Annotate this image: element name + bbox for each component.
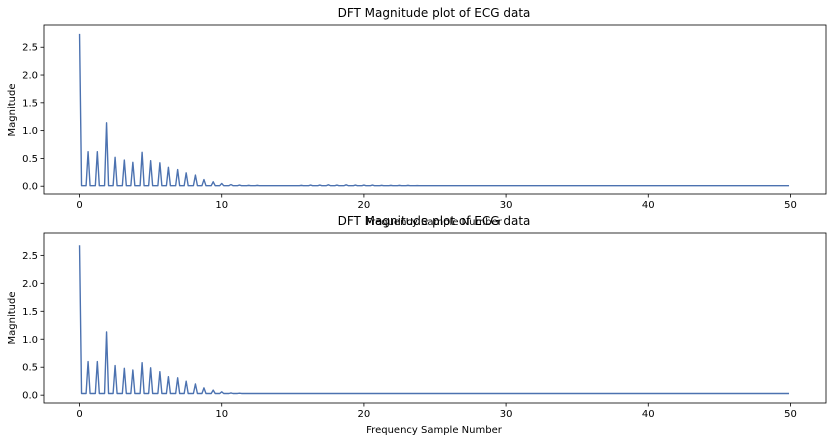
top-chart-x-tick-label: 10 bbox=[215, 200, 228, 211]
top-chart: DFT Magnitude plot of ECG data 0 10 20 30 40… bbox=[7, 6, 827, 228]
bottom-chart-x-tick-label: 50 bbox=[784, 409, 797, 420]
top-chart-y-tick-label: 1.0 bbox=[22, 126, 38, 137]
top-chart-y-tick-label: 0.5 bbox=[22, 154, 38, 165]
top-chart-y-tick-label: 0.0 bbox=[22, 182, 38, 193]
top-chart-x-tick-label: 0 bbox=[76, 200, 82, 211]
bottom-chart: DFT Magnitude plot of ECG data 0 10 20 30 40… bbox=[7, 214, 827, 436]
bottom-chart-x-tick-label: 20 bbox=[358, 409, 371, 420]
bottom-chart-x-tick-label: 30 bbox=[500, 409, 513, 420]
bottom-chart-y-tick-label: 2.5 bbox=[22, 251, 38, 262]
top-chart-y-tick-label: 2.5 bbox=[22, 43, 38, 54]
bottom-chart-y-axis-label: Magnitude bbox=[7, 292, 18, 345]
top-chart-y-tick-label: 1.5 bbox=[22, 98, 38, 109]
top-chart-x-axis-label: Frequency Sample Number bbox=[366, 217, 503, 228]
top-chart-title: DFT Magnitude plot of ECG data bbox=[338, 6, 531, 20]
top-chart-y-axis-label: Magnitude bbox=[7, 84, 18, 137]
top-chart-x-tick-label: 30 bbox=[500, 200, 513, 211]
top-chart-x-ticks: 0 10 20 30 40 50 bbox=[76, 194, 797, 211]
top-chart-x-tick-label: 40 bbox=[642, 200, 655, 211]
bottom-chart-series-line bbox=[78, 245, 790, 395]
top-chart-x-tick-label: 20 bbox=[358, 200, 371, 211]
bottom-chart-title: DFT Magnitude plot of ECG data bbox=[338, 214, 531, 228]
bottom-chart-y-tick-label: 1.0 bbox=[22, 335, 38, 346]
top-chart-x-tick-label: 50 bbox=[784, 200, 797, 211]
bottom-chart-x-ticks: 0 10 20 30 40 50 bbox=[76, 403, 797, 420]
top-chart-y-tick-label: 2.0 bbox=[22, 71, 38, 82]
bottom-chart-y-tick-label: 0.0 bbox=[22, 391, 38, 402]
bottom-chart-plot-area bbox=[43, 232, 827, 404]
top-chart-plot-area bbox=[43, 24, 827, 195]
bottom-chart-x-tick-label: 10 bbox=[215, 409, 228, 420]
bottom-chart-y-tick-label: 1.5 bbox=[22, 307, 38, 318]
bottom-chart-x-tick-label: 40 bbox=[642, 409, 655, 420]
bottom-chart-x-axis-label: Frequency Sample Number bbox=[366, 425, 503, 436]
bottom-chart-y-tick-label: 0.5 bbox=[22, 363, 38, 374]
bottom-chart-x-tick-label: 0 bbox=[76, 409, 82, 420]
bottom-chart-y-ticks: 0.0 0.5 1.0 1.5 2.0 2.5 bbox=[22, 251, 44, 402]
bottom-chart-y-tick-label: 2.0 bbox=[22, 279, 38, 290]
top-chart-series-line bbox=[78, 33, 790, 187]
top-chart-y-ticks: 0.0 0.5 1.0 1.5 2.0 2.5 bbox=[22, 43, 44, 193]
